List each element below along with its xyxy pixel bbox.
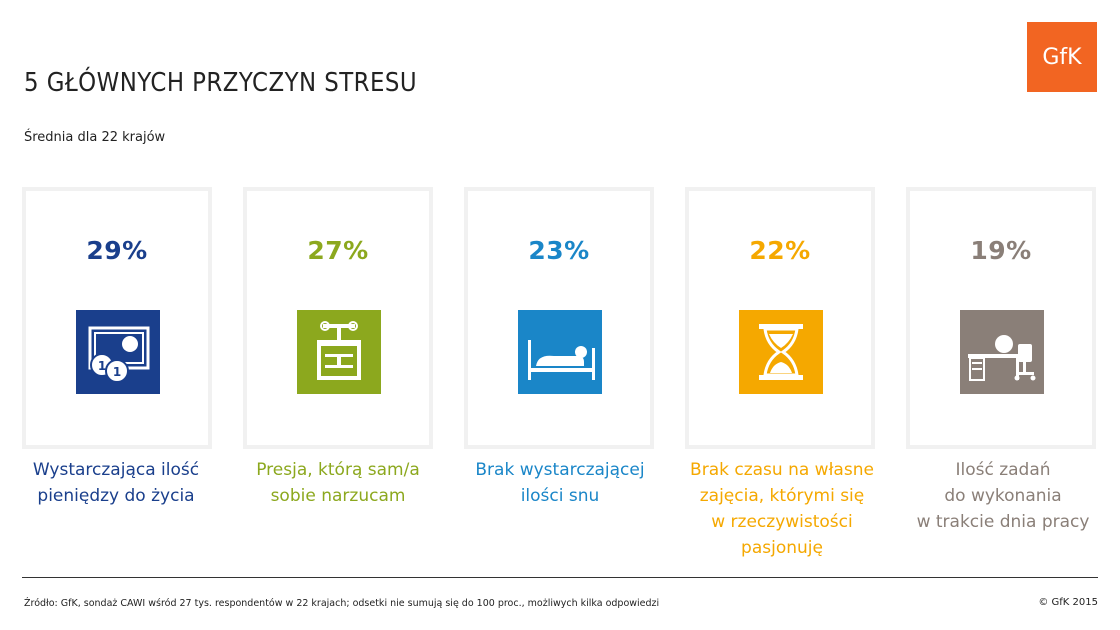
stress-card-pressure: 27% [243,187,433,449]
label-line: w trakcie dnia pracy [916,512,1090,532]
copyright: © GfK 2015 [1038,597,1098,608]
svg-text:1: 1 [98,359,106,373]
label-line: Wystarczająca ilość [32,460,200,480]
gfk-logo: GfK [1027,22,1097,92]
bed-icon [518,310,602,394]
stress-card-tasks: 19% [906,187,1096,449]
label-line: Ilość zadań [955,460,1051,480]
source-note: Źródło: GfK, sondaż CAWI wśród 27 tys. r… [24,598,660,609]
cause-label-time: Brak czasu na własne zajęcia, którymi si… [677,457,887,561]
value-label: 29% [86,236,148,265]
value-label: 22% [749,236,811,265]
label-line: pieniędzy do życia [37,486,195,506]
label-line: Presja, którą sam/a [256,460,420,480]
page-subtitle: Średnia dla 22 krajów [24,130,166,145]
value-label: 19% [970,236,1032,265]
label-line: zajęcia, którymi się [699,486,865,506]
press-icon [297,310,381,394]
label-line: Brak wystarczającej [475,460,645,480]
label-line: ilości snu [520,486,600,506]
page-title: 5 GŁÓWNYCH PRZYCZYN STRESU [24,68,418,98]
cause-label-sleep: Brak wystarczającej ilości snu [455,457,665,509]
label-line: Brak czasu na własne [690,460,874,480]
label-line: do wykonania [944,486,1062,506]
stress-card-time: 22% [685,187,875,449]
hourglass-icon [739,310,823,394]
desk-icon [960,310,1044,394]
svg-text:1: 1 [113,365,121,379]
stress-card-money: 29% 1 1 [22,187,212,449]
label-line: w rzeczywistości [711,512,853,532]
cause-label-pressure: Presja, którą sam/a sobie narzucam [233,457,443,509]
stress-cards: 29% 1 1 27% [22,187,1102,449]
stress-card-sleep: 23% [464,187,654,449]
value-label: 27% [307,236,369,265]
cause-label-money: Wystarczająca ilość pieniędzy do życia [11,457,221,509]
cause-label-tasks: Ilość zadań do wykonania w trakcie dnia … [898,457,1108,535]
label-line: sobie narzucam [270,486,406,506]
footer-divider [22,577,1098,578]
value-label: 23% [528,236,590,265]
label-line: pasjonuję [741,538,823,558]
money-icon: 1 1 [76,310,160,394]
